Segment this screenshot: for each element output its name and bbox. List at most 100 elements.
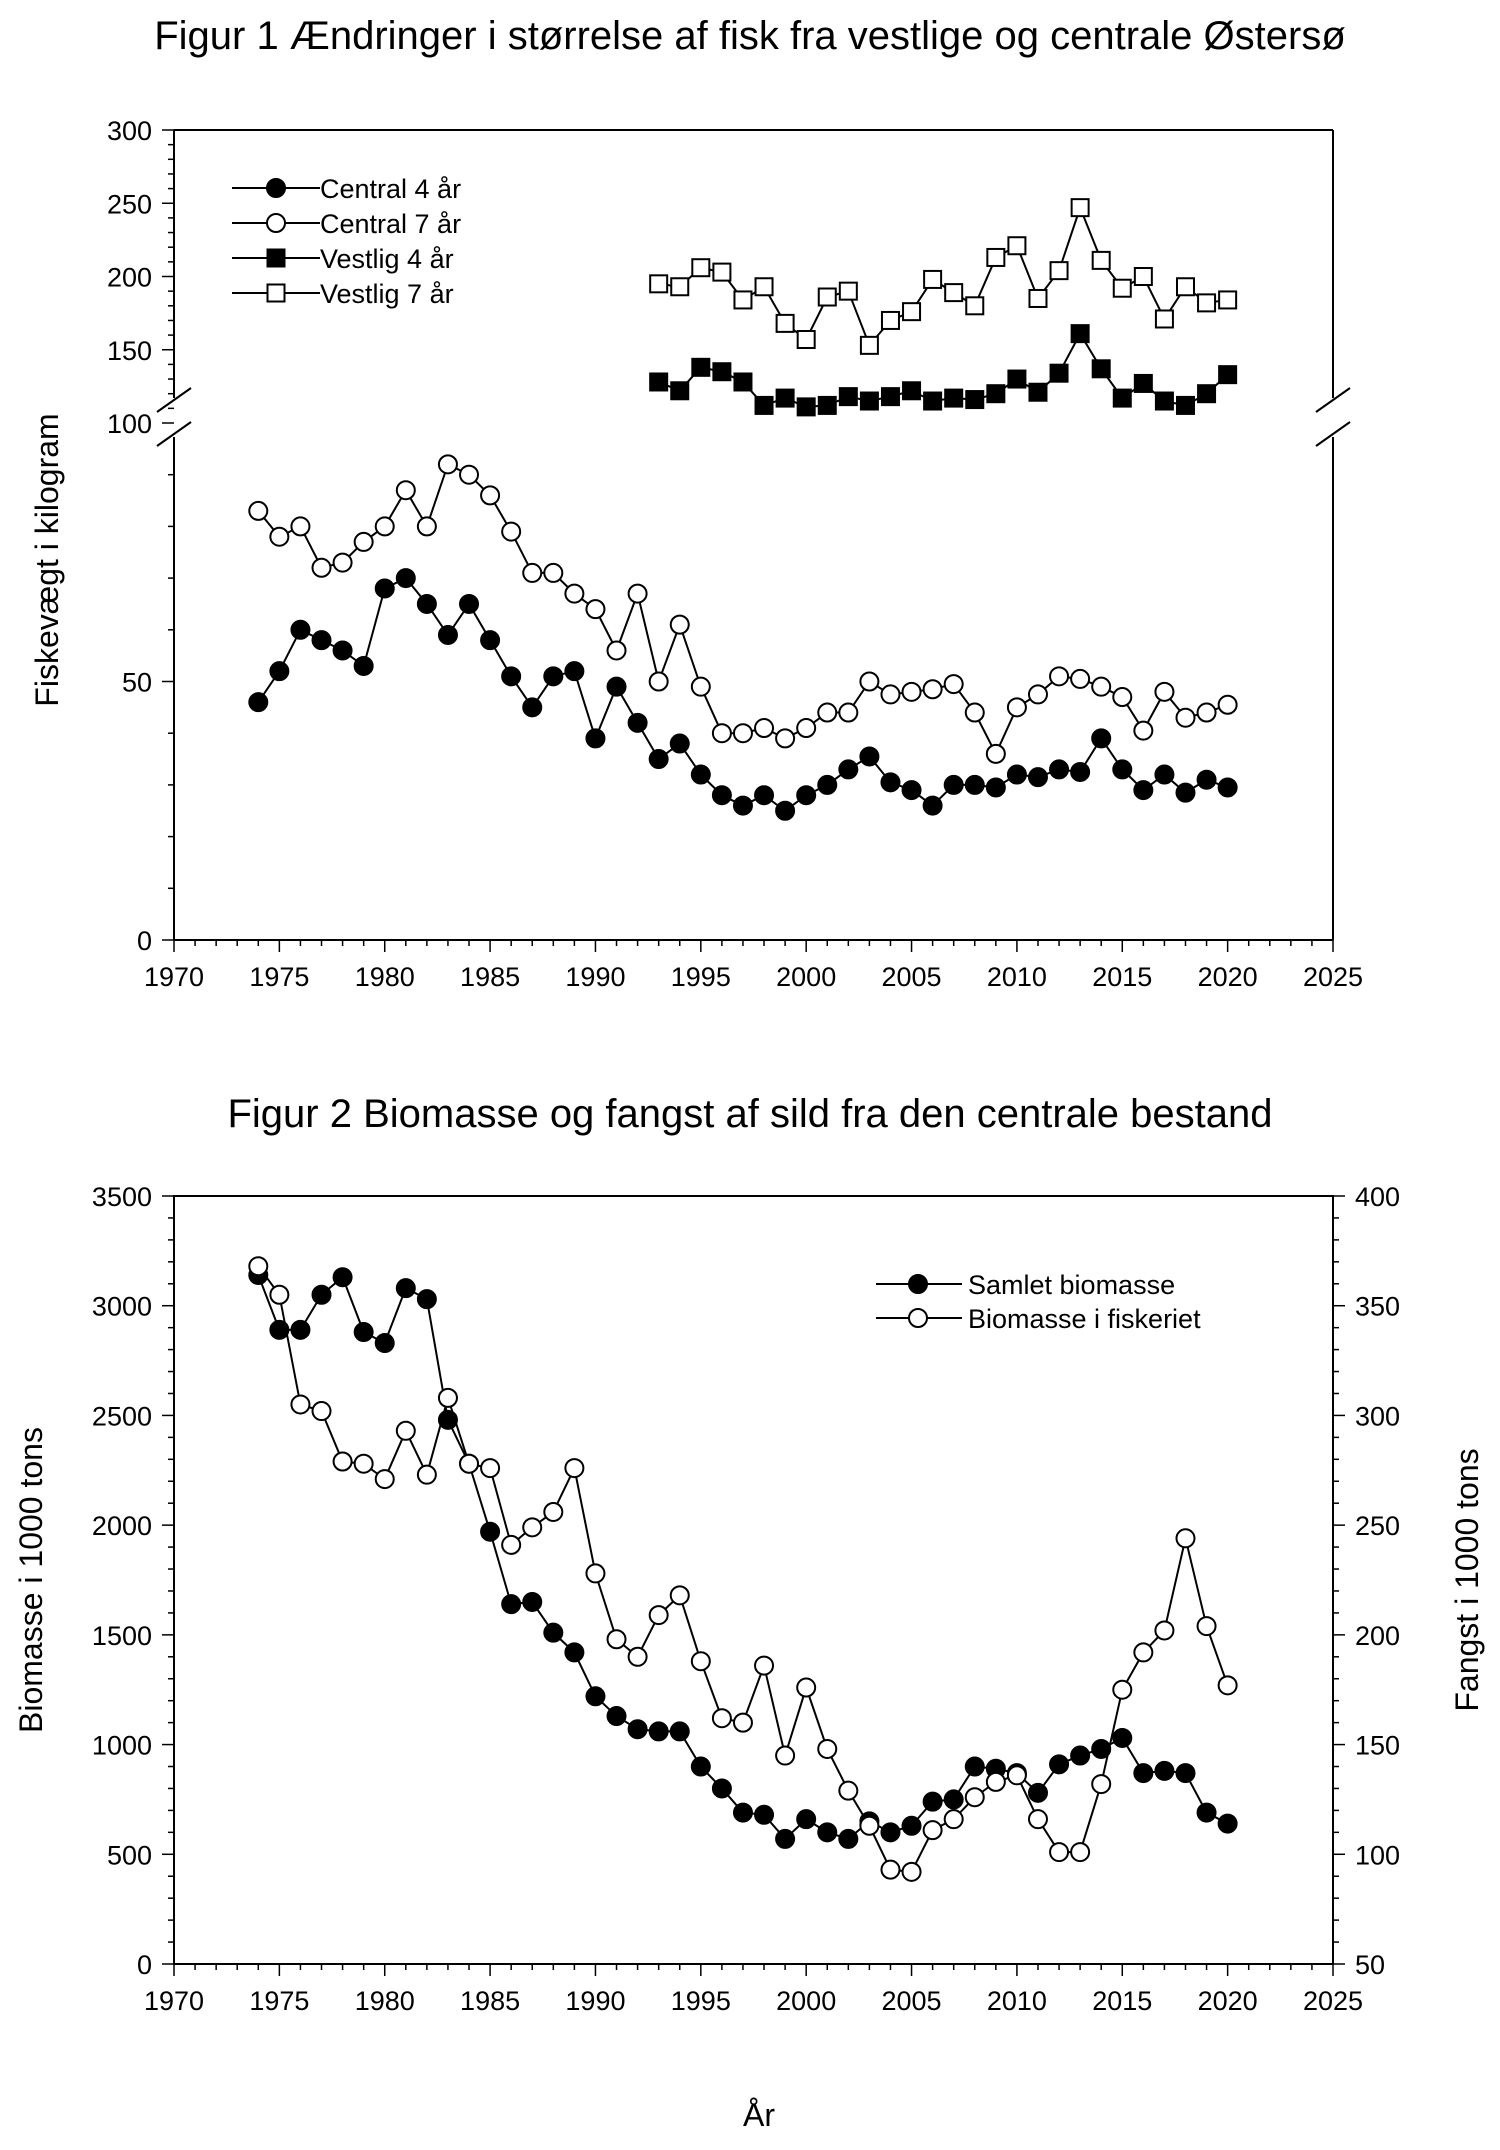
data-point xyxy=(1196,1616,1217,1637)
data-point xyxy=(669,1585,690,1606)
data-point xyxy=(1027,1809,1048,1830)
data-point xyxy=(564,1458,585,1479)
x-tick-label: 2010 xyxy=(987,962,1047,992)
x-tick-label: 2000 xyxy=(776,1986,836,2016)
data-point xyxy=(690,1756,711,1777)
data-point xyxy=(754,1655,775,1676)
data-point xyxy=(817,1738,838,1759)
data-point xyxy=(627,1646,648,1667)
data-point xyxy=(248,500,269,521)
data-point xyxy=(459,1453,480,1474)
data-point xyxy=(416,1464,437,1485)
data-point xyxy=(585,1563,606,1584)
data-point xyxy=(796,397,816,417)
x-tick-label: 1995 xyxy=(671,962,731,992)
data-point xyxy=(1217,1675,1238,1696)
y-axis-label: Fiskevægt i kilogram xyxy=(29,413,65,706)
y-tick-label: 250 xyxy=(107,189,152,219)
series-line xyxy=(658,204,1228,348)
x-tick-label: 2025 xyxy=(1303,962,1363,992)
data-point xyxy=(1049,1842,1070,1863)
y-tick-label: 1000 xyxy=(92,1731,152,1761)
data-point xyxy=(311,1401,332,1422)
data-point xyxy=(1091,1738,1112,1759)
data-point xyxy=(985,1758,1006,1779)
data-point xyxy=(1154,309,1174,329)
series-2 xyxy=(248,1256,1238,1882)
data-point xyxy=(1112,759,1133,780)
y-tick-label: 3500 xyxy=(92,1182,152,1212)
data-point xyxy=(859,671,880,692)
x-tick-label: 2025 xyxy=(1303,1986,1363,2016)
data-point xyxy=(1070,761,1091,782)
data-point xyxy=(353,1453,374,1474)
y-tick-label: 3000 xyxy=(92,1292,152,1322)
data-point xyxy=(501,666,522,687)
data-point xyxy=(733,290,753,310)
data-point xyxy=(627,712,648,733)
data-point xyxy=(880,1859,901,1880)
data-point xyxy=(1154,1620,1175,1641)
data-point xyxy=(395,568,416,589)
data-point xyxy=(985,743,1006,764)
data-point xyxy=(1027,767,1048,788)
data-point xyxy=(395,1278,416,1299)
data-point xyxy=(1197,293,1217,313)
data-point xyxy=(480,1521,501,1542)
data-point xyxy=(838,281,858,301)
data-point xyxy=(1049,666,1070,687)
data-point xyxy=(669,733,690,754)
data-point xyxy=(416,593,437,614)
axis-break-mark xyxy=(1315,387,1351,413)
data-point xyxy=(732,1802,753,1823)
data-point xyxy=(775,800,796,821)
y-tick-label: 300 xyxy=(107,116,152,146)
data-point xyxy=(670,381,690,401)
data-point xyxy=(564,583,585,604)
data-point xyxy=(543,1622,564,1643)
data-point xyxy=(269,1284,290,1305)
data-point xyxy=(1196,1802,1217,1823)
data-point xyxy=(648,671,669,692)
data-point xyxy=(1154,681,1175,702)
data-point xyxy=(1218,290,1238,310)
data-point xyxy=(269,1319,290,1340)
data-point xyxy=(732,1712,753,1733)
data-point xyxy=(606,640,627,661)
data-point xyxy=(901,1815,922,1836)
x-tick-label: 1985 xyxy=(460,962,520,992)
data-point xyxy=(754,1804,775,1825)
x-tick-label: 2020 xyxy=(1198,962,1258,992)
data-point xyxy=(332,1451,353,1472)
legend-label: Vestlig 4 år xyxy=(320,244,454,274)
data-point xyxy=(775,1745,796,1766)
data-point xyxy=(437,1387,458,1408)
data-point xyxy=(248,1264,269,1285)
data-point xyxy=(1070,1745,1091,1766)
data-point xyxy=(923,269,943,289)
series-line xyxy=(257,462,1228,757)
data-point xyxy=(543,666,564,687)
data-point xyxy=(669,1721,690,1742)
data-point xyxy=(754,718,775,739)
data-point xyxy=(901,780,922,801)
legend-label: Samlet biomasse xyxy=(968,1270,1175,1300)
data-point xyxy=(649,274,669,294)
data-point xyxy=(501,521,522,542)
data-point xyxy=(923,391,943,411)
legend: Central 4 år Central 7 år Vestlig 4 år Vest… xyxy=(232,174,461,309)
series-line xyxy=(257,1265,1229,1873)
data-point xyxy=(691,258,711,278)
data-point xyxy=(902,381,922,401)
data-point xyxy=(859,746,880,767)
y-tick-label: 150 xyxy=(107,336,152,366)
data-point xyxy=(880,310,900,330)
data-point xyxy=(965,296,985,316)
data-point xyxy=(859,1811,880,1832)
y-right-tick-label: 200 xyxy=(1355,1621,1400,1651)
series-1 xyxy=(248,1264,1238,1849)
data-point xyxy=(1175,395,1195,415)
x-tick-label: 2005 xyxy=(882,962,942,992)
data-point xyxy=(922,679,943,700)
series-line xyxy=(257,1274,1229,1841)
